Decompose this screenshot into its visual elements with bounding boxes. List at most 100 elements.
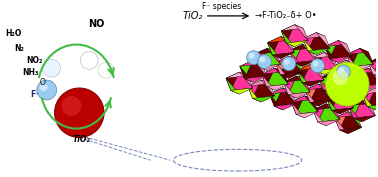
Polygon shape <box>259 64 280 70</box>
Circle shape <box>80 52 98 69</box>
Polygon shape <box>274 104 296 110</box>
Polygon shape <box>305 84 327 90</box>
Polygon shape <box>280 72 302 78</box>
Polygon shape <box>305 96 318 112</box>
Polygon shape <box>310 100 332 106</box>
Polygon shape <box>254 55 267 70</box>
Polygon shape <box>289 44 311 51</box>
Polygon shape <box>231 72 253 90</box>
Polygon shape <box>354 80 367 96</box>
Polygon shape <box>270 88 291 94</box>
Polygon shape <box>373 56 378 75</box>
Circle shape <box>98 62 114 78</box>
Polygon shape <box>339 112 362 130</box>
Polygon shape <box>253 60 267 76</box>
Polygon shape <box>275 56 297 62</box>
Text: TiO₂: TiO₂ <box>183 11 203 21</box>
Polygon shape <box>327 92 349 98</box>
Polygon shape <box>308 33 330 51</box>
Polygon shape <box>274 88 296 106</box>
Circle shape <box>313 61 319 67</box>
Polygon shape <box>272 52 294 59</box>
Polygon shape <box>303 44 316 60</box>
Polygon shape <box>313 110 326 126</box>
Polygon shape <box>297 76 310 92</box>
Polygon shape <box>261 80 275 96</box>
Polygon shape <box>297 70 311 86</box>
Polygon shape <box>289 56 302 72</box>
Polygon shape <box>368 68 378 84</box>
Polygon shape <box>313 104 326 122</box>
Circle shape <box>282 57 296 71</box>
Text: H₂O: H₂O <box>5 29 22 38</box>
Polygon shape <box>362 94 376 110</box>
Circle shape <box>338 67 344 73</box>
Polygon shape <box>311 52 333 58</box>
Polygon shape <box>352 64 373 70</box>
Polygon shape <box>303 33 316 51</box>
Polygon shape <box>248 86 261 102</box>
Circle shape <box>336 65 350 79</box>
Polygon shape <box>319 72 332 90</box>
Polygon shape <box>267 36 290 43</box>
Polygon shape <box>332 72 346 88</box>
Circle shape <box>43 59 60 77</box>
Polygon shape <box>281 31 295 47</box>
Polygon shape <box>319 78 332 94</box>
Polygon shape <box>311 64 324 80</box>
Polygon shape <box>324 72 346 90</box>
Polygon shape <box>333 60 355 66</box>
Polygon shape <box>367 88 378 106</box>
Polygon shape <box>346 60 359 76</box>
Polygon shape <box>326 104 340 120</box>
Polygon shape <box>286 25 308 43</box>
Polygon shape <box>275 56 289 75</box>
Polygon shape <box>266 68 288 87</box>
Polygon shape <box>291 96 313 102</box>
Polygon shape <box>297 64 319 70</box>
Polygon shape <box>254 48 267 67</box>
Polygon shape <box>332 92 354 110</box>
Polygon shape <box>262 68 275 87</box>
Polygon shape <box>316 52 338 71</box>
Polygon shape <box>362 100 375 116</box>
Polygon shape <box>348 112 362 128</box>
Polygon shape <box>325 41 338 59</box>
Polygon shape <box>266 84 288 90</box>
Polygon shape <box>303 33 325 39</box>
Polygon shape <box>291 102 305 118</box>
Circle shape <box>54 88 104 138</box>
Polygon shape <box>376 76 378 82</box>
Polygon shape <box>231 88 253 94</box>
Polygon shape <box>341 80 354 98</box>
Polygon shape <box>330 41 352 59</box>
Circle shape <box>62 96 81 116</box>
Polygon shape <box>311 58 324 74</box>
Polygon shape <box>296 112 318 118</box>
Text: TiO₂: TiO₂ <box>73 135 90 144</box>
Polygon shape <box>254 48 276 55</box>
Polygon shape <box>333 66 346 82</box>
Polygon shape <box>288 92 310 98</box>
Polygon shape <box>262 74 275 90</box>
Polygon shape <box>296 96 318 114</box>
Polygon shape <box>289 44 303 63</box>
Polygon shape <box>267 48 280 64</box>
Polygon shape <box>313 104 335 110</box>
Polygon shape <box>368 56 378 75</box>
Polygon shape <box>272 36 294 55</box>
Polygon shape <box>286 41 308 47</box>
Polygon shape <box>305 84 319 102</box>
Polygon shape <box>349 100 370 106</box>
Polygon shape <box>359 68 378 87</box>
Polygon shape <box>267 36 281 55</box>
Polygon shape <box>294 60 316 67</box>
Polygon shape <box>338 41 352 56</box>
Polygon shape <box>245 60 267 79</box>
Polygon shape <box>319 72 341 78</box>
Polygon shape <box>270 94 283 110</box>
Polygon shape <box>281 36 294 52</box>
Polygon shape <box>324 52 338 68</box>
Circle shape <box>260 57 265 62</box>
Polygon shape <box>376 76 378 94</box>
